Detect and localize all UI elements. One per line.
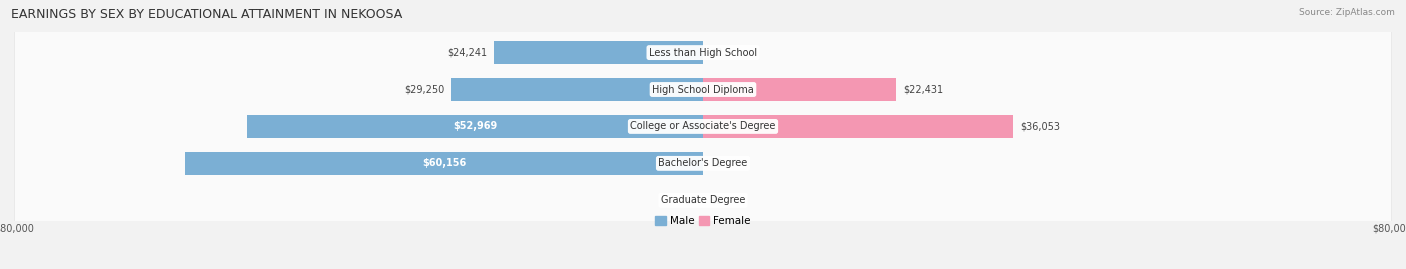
Bar: [451, 78, 703, 101]
Text: Source: ZipAtlas.com: Source: ZipAtlas.com: [1299, 8, 1395, 17]
FancyBboxPatch shape: [14, 0, 1392, 269]
Text: $24,241: $24,241: [447, 48, 488, 58]
FancyBboxPatch shape: [14, 0, 1392, 269]
Text: $36,053: $36,053: [1021, 121, 1060, 132]
Text: High School Diploma: High School Diploma: [652, 84, 754, 94]
Text: $0: $0: [710, 48, 723, 58]
Text: Graduate Degree: Graduate Degree: [661, 195, 745, 205]
Text: $60,156: $60,156: [422, 158, 467, 168]
Text: College or Associate's Degree: College or Associate's Degree: [630, 121, 776, 132]
Text: $0: $0: [710, 195, 723, 205]
Bar: [186, 152, 703, 175]
Bar: [247, 115, 703, 138]
Text: $0: $0: [710, 158, 723, 168]
Bar: [703, 78, 896, 101]
Text: Bachelor's Degree: Bachelor's Degree: [658, 158, 748, 168]
FancyBboxPatch shape: [14, 0, 1392, 269]
Text: EARNINGS BY SEX BY EDUCATIONAL ATTAINMENT IN NEKOOSA: EARNINGS BY SEX BY EDUCATIONAL ATTAINMEN…: [11, 8, 402, 21]
Text: Less than High School: Less than High School: [650, 48, 756, 58]
Legend: Male, Female: Male, Female: [651, 212, 755, 231]
FancyBboxPatch shape: [14, 0, 1392, 269]
Bar: [495, 41, 703, 64]
Bar: [703, 115, 1014, 138]
FancyBboxPatch shape: [14, 0, 1392, 269]
Text: $52,969: $52,969: [453, 121, 498, 132]
Text: $0: $0: [683, 195, 696, 205]
Text: $22,431: $22,431: [903, 84, 943, 94]
Text: $29,250: $29,250: [404, 84, 444, 94]
